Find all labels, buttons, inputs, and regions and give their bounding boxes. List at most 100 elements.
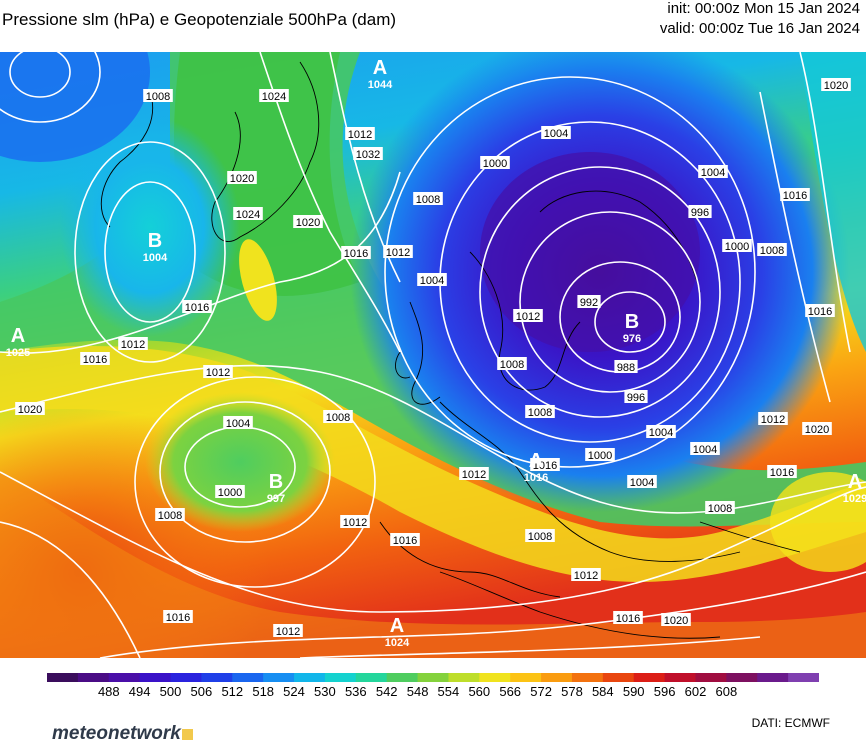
center-letter: A: [848, 471, 862, 493]
legend-tick-label: 560: [468, 684, 491, 699]
isobar-label: 1004: [223, 416, 253, 430]
valid-time: valid: 00:00z Tue 16 Jan 2024: [659, 20, 860, 37]
isobar-label-text: 1000: [218, 487, 242, 499]
isobar-label-text: 1008: [528, 407, 552, 419]
isobar-label-box: [646, 425, 676, 438]
legend-tick-label: 530: [314, 684, 336, 699]
isobar-label-text: 1016: [393, 535, 417, 547]
legend-tick-label: 518: [252, 684, 275, 699]
isobar-label-box: [480, 156, 510, 169]
legend-tick-label: 608: [715, 684, 738, 699]
isobar-label-box: [259, 89, 289, 102]
legend-tick-label: 536: [344, 684, 367, 699]
isobar-label-text: 1004: [544, 128, 568, 140]
isobar-label-box: [821, 78, 851, 91]
isobar-label-box: [525, 529, 555, 542]
isobar-label: 992: [577, 295, 601, 309]
isobar-label: 996: [688, 205, 712, 219]
colorbar-swatch: [386, 673, 419, 682]
colorbar-swatch: [788, 673, 819, 682]
legend-tick-label: 584: [591, 684, 614, 699]
isobar-label-box: [614, 360, 638, 373]
center-value: 1004: [143, 252, 168, 264]
isobar-label: 1020: [227, 171, 257, 185]
legend-tick-label: 578: [561, 684, 583, 699]
isobar-label-box: [541, 126, 571, 139]
isobar-label-text: 996: [691, 207, 709, 219]
isobar-label-box: [805, 304, 835, 317]
isobar-label-text: 1016: [616, 613, 640, 625]
isobar-label-box: [525, 405, 555, 418]
isobar-label: 1016: [780, 188, 810, 202]
isobar-label-box: [383, 245, 413, 258]
blue-top-left: [0, 52, 150, 162]
isobar-label-box: [118, 337, 148, 350]
isobar-label-box: [233, 207, 263, 220]
isobar-label-text: 1008: [708, 503, 732, 515]
isobar-label-text: 1004: [693, 444, 717, 456]
isobar-label-text: 1024: [262, 91, 286, 103]
isobar-label-box: [624, 390, 648, 403]
center-value: 1025: [6, 347, 30, 359]
isobar-label: 1008: [525, 405, 555, 419]
isobar-label: 1032: [353, 147, 383, 161]
isobar-label: 1016: [613, 611, 643, 625]
isobar-label-box: [757, 243, 787, 256]
isobar-label-box: [417, 273, 447, 286]
isobar-label-box: [345, 127, 375, 140]
cyan-low-west: [60, 117, 240, 337]
isobar-label-box: [203, 365, 233, 378]
meteonetwork-logo: meteonetwork: [52, 723, 193, 744]
center-value: 997: [267, 493, 285, 505]
isobar-label: 1016: [80, 352, 110, 366]
isobar-label-text: 1020: [664, 615, 688, 627]
center-letter: A: [390, 615, 404, 637]
isobar-label-text: 1016: [344, 248, 368, 260]
isobar-label-box: [722, 239, 752, 252]
isobar-label: 1012: [513, 309, 543, 323]
init-time: init: 00:00z Mon 15 Jan 2024: [667, 0, 860, 17]
center-letter: A: [529, 450, 543, 472]
center-value: 1044: [368, 79, 393, 91]
isobar-label-text: 1012: [348, 129, 372, 141]
isobar-label-text: 1012: [462, 469, 486, 481]
legend-colorbar: [47, 673, 819, 682]
isobar-label-box: [341, 246, 371, 259]
isobar-label: 1004: [541, 126, 571, 140]
isobar-label-text: 1004: [649, 427, 673, 439]
legend-tick-label: 596: [653, 684, 676, 699]
isobar-label: 1016: [390, 533, 420, 547]
isobar-label-text: 988: [617, 362, 635, 374]
isobar-label-box: [223, 416, 253, 429]
legend-tick-label: 506: [190, 684, 213, 699]
isobar-label: 1000: [480, 156, 510, 170]
orange-south: [0, 472, 866, 658]
isobar-label: 1012: [459, 467, 489, 481]
isobar-label: 1012: [118, 337, 148, 351]
isobar-label-box: [80, 352, 110, 365]
isobar-label-box: [661, 613, 691, 626]
isobar-label-text: 1012: [516, 311, 540, 323]
isobar-label: 1008: [143, 89, 173, 103]
isobar-label-box: [585, 448, 615, 461]
isobar-label-text: 1008: [528, 531, 552, 543]
legend-tick-label: 548: [406, 684, 429, 699]
isobar-label: 1004: [698, 165, 728, 179]
isobar-label-text: 1000: [725, 241, 749, 253]
isobar-label: 1008: [497, 357, 527, 371]
isobar-label-text: 1016: [533, 460, 557, 472]
isobar-label-text: 1012: [276, 626, 300, 638]
isobar-label: 1008: [705, 501, 735, 515]
colorbar-swatch: [294, 673, 326, 682]
isobar-label: 1008: [323, 410, 353, 424]
colorbar-swatch: [695, 673, 727, 682]
colorbar-swatch: [108, 673, 141, 682]
isobar-label: 988: [614, 360, 638, 374]
isobar-label: 1012: [758, 412, 788, 426]
isobar-label-box: [15, 402, 45, 415]
